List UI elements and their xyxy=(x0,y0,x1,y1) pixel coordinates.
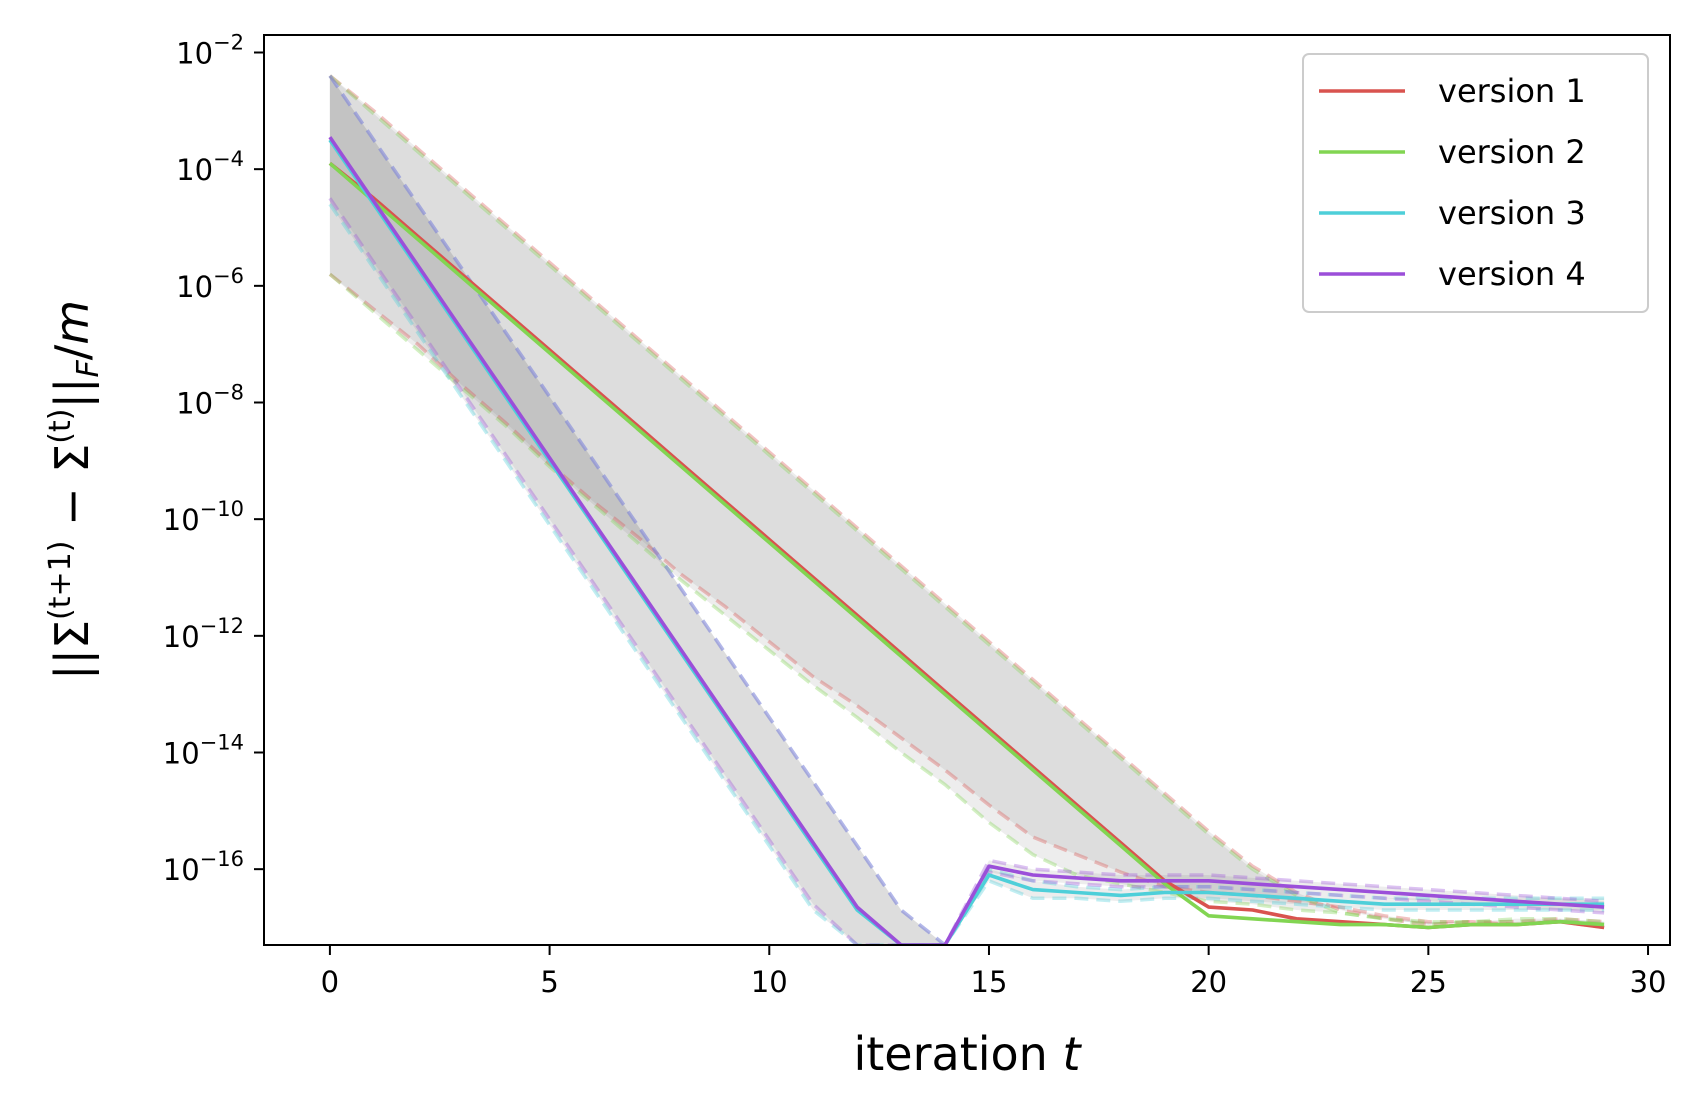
y-tick-label: 10−10 xyxy=(163,497,244,537)
series-1-band xyxy=(329,75,1605,928)
x-tick-label: 0 xyxy=(321,965,339,999)
x-tick-label: 15 xyxy=(971,965,1008,999)
legend-label-3: version 3 xyxy=(1438,194,1586,232)
legend-label-2: version 2 xyxy=(1438,133,1586,171)
y-axis-title: ||Σ(t+1) − Σ(t)||F/m xyxy=(43,300,106,680)
y-tick-label: 10−2 xyxy=(176,31,244,71)
legend-label-4: version 4 xyxy=(1438,255,1586,293)
x-tick-label: 20 xyxy=(1190,965,1227,999)
y-tick-label: 10−6 xyxy=(176,264,244,304)
series-4-upper-bound-line xyxy=(328,74,1605,945)
series-2-lower-bound-line xyxy=(328,272,1605,927)
y-tick-label: 10−16 xyxy=(163,847,244,887)
y-tick-label: 10−4 xyxy=(176,147,244,187)
y-tick-label: 10−12 xyxy=(163,614,244,654)
plot-frame xyxy=(263,34,1671,946)
series-2-mean-line xyxy=(328,161,1605,930)
x-tick-label: 25 xyxy=(1410,965,1447,999)
y-axis: 10−2 10−4 10−6 10−8 10−10 10−12 10−14 10−16 xyxy=(163,31,264,887)
series-2-band xyxy=(329,75,1605,925)
mean-lines-layer xyxy=(328,136,1605,945)
x-axis-title: iteration t xyxy=(853,1027,1082,1081)
series-2-upper-bound-line xyxy=(328,74,1605,927)
legend: version 1 version 2 version 3 version 4 xyxy=(1302,53,1649,313)
legend-label-1: version 1 xyxy=(1438,72,1586,110)
series-1-upper-bound-line xyxy=(328,74,1605,927)
x-tick-label: 10 xyxy=(751,965,788,999)
x-tick-label: 30 xyxy=(1630,965,1667,999)
series-1-lower-bound-line xyxy=(328,272,1605,930)
y-tick-label: 10−8 xyxy=(176,381,244,421)
legend-box xyxy=(1302,53,1649,313)
x-axis: 0 5 10 15 20 25 30 xyxy=(321,945,1667,999)
series-4-mean-line xyxy=(328,136,1605,945)
y-tick-label: 10−14 xyxy=(163,731,244,771)
x-tick-label: 5 xyxy=(540,965,558,999)
